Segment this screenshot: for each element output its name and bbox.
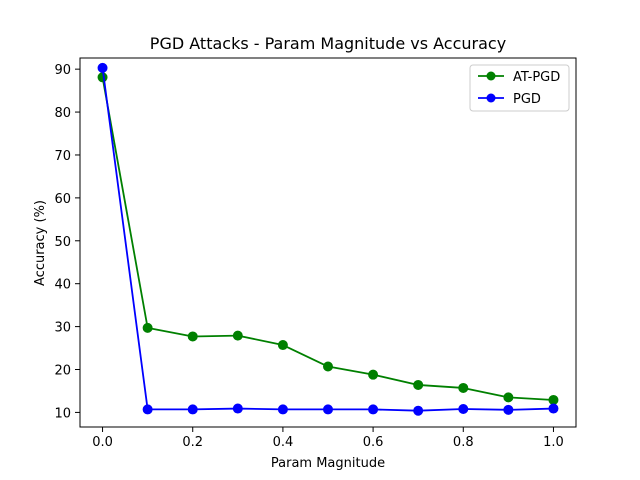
legend-marker-at-pgd	[486, 71, 496, 81]
y-tick-label: 80	[54, 106, 71, 121]
data-point-pgd	[187, 404, 198, 415]
y-axis-label: Accuracy (%)	[33, 200, 48, 286]
y-tick-label: 70	[54, 149, 71, 164]
data-point-pgd	[413, 405, 424, 416]
data-point-at-pgd	[368, 369, 379, 380]
axes-frame	[79, 57, 577, 428]
y-tick-label: 10	[54, 406, 71, 421]
data-point-at-pgd	[277, 340, 288, 351]
data-point-at-pgd	[323, 361, 333, 372]
data-point-at-pgd	[413, 379, 424, 390]
y-tick-label: 50	[54, 235, 71, 250]
x-tick-label: 0.0	[92, 435, 113, 450]
data-point-pgd	[323, 404, 333, 415]
y-tick-label: 30	[54, 321, 71, 336]
data-point-at-pgd	[458, 382, 469, 393]
x-axis-label: Param Magnitude	[271, 456, 385, 471]
legend-label-pgd: PGD	[513, 92, 541, 107]
data-point-pgd	[277, 404, 288, 415]
data-point-pgd	[368, 404, 379, 415]
data-point-at-pgd	[187, 331, 198, 342]
data-point-pgd	[458, 403, 469, 414]
y-tick-label: 20	[54, 364, 71, 379]
legend: AT-PGD PGD	[469, 64, 570, 112]
data-point-pgd	[142, 404, 153, 415]
x-tick-label: 0.8	[453, 435, 474, 450]
y-tick-label: 40	[54, 278, 71, 293]
x-tick-label: 0.6	[363, 435, 384, 450]
data-point-at-pgd	[548, 394, 559, 405]
data-point-pgd	[548, 403, 559, 414]
data-point-pgd	[503, 404, 514, 415]
chart-title: PGD Attacks - Param Magnitude vs Accurac…	[150, 34, 506, 53]
x-tick-label: 0.4	[273, 435, 294, 450]
legend-label-at-pgd: AT-PGD	[513, 70, 560, 85]
y-tick-label: 60	[54, 192, 71, 207]
data-point-at-pgd	[503, 392, 514, 403]
data-point-pgd	[97, 62, 108, 73]
y-tick-label: 90	[54, 63, 71, 78]
data-point-at-pgd	[142, 322, 153, 333]
data-point-at-pgd	[232, 330, 243, 341]
plot-area: 0.0 0.2 0.4 0.6 0.8 1.0 10 20 30 40 50 60 70 80 90	[54, 57, 577, 450]
legend-marker-pgd	[486, 93, 496, 103]
data-point-pgd	[232, 403, 243, 414]
x-tick-label: 1.0	[543, 435, 564, 450]
x-tick-label: 0.2	[182, 435, 203, 450]
